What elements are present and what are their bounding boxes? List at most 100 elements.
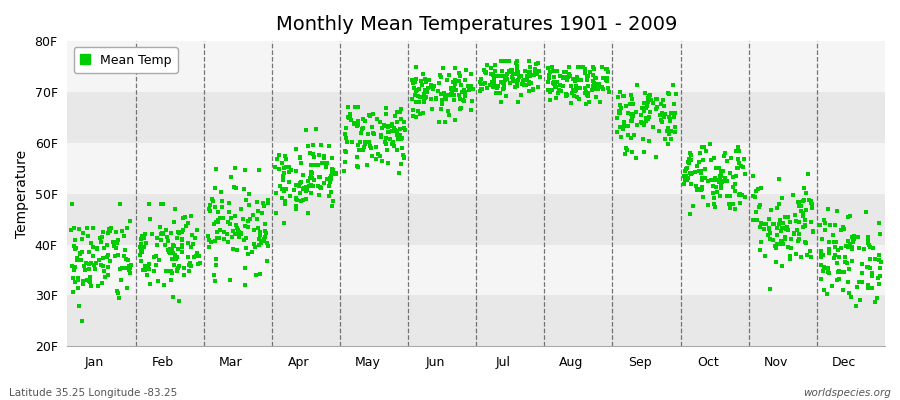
Point — [828, 252, 842, 258]
Point — [683, 211, 698, 217]
Point — [579, 88, 593, 95]
Point — [830, 208, 844, 214]
Point — [433, 71, 447, 78]
Point — [827, 238, 842, 245]
Point — [363, 113, 377, 119]
Point — [778, 236, 792, 242]
Point — [661, 90, 675, 96]
Point — [109, 245, 123, 252]
Point — [541, 86, 555, 93]
Point — [362, 112, 376, 118]
Point — [82, 249, 96, 255]
Point — [114, 228, 129, 234]
Point — [509, 66, 524, 73]
Point — [799, 240, 814, 246]
Point — [505, 74, 519, 80]
Point — [749, 209, 763, 216]
Point — [751, 186, 765, 192]
Point — [454, 82, 468, 88]
Point — [392, 170, 407, 176]
Point — [112, 201, 127, 207]
Point — [83, 274, 97, 280]
Point — [753, 224, 768, 230]
Point — [279, 164, 293, 170]
Point — [394, 135, 409, 142]
Point — [234, 206, 248, 212]
Point — [625, 116, 639, 122]
Point — [602, 88, 616, 95]
Point — [217, 228, 231, 235]
Point — [836, 269, 850, 276]
Point — [151, 256, 166, 263]
Point — [252, 235, 266, 242]
Point — [588, 83, 602, 90]
Point — [149, 242, 164, 248]
Point — [182, 262, 196, 268]
Point — [757, 226, 771, 232]
Point — [796, 213, 811, 219]
Point — [822, 270, 836, 276]
Point — [562, 71, 576, 77]
Point — [822, 238, 836, 245]
Point — [453, 106, 467, 112]
Point — [783, 245, 797, 252]
Point — [350, 163, 365, 170]
Point — [710, 188, 724, 195]
Point — [488, 62, 502, 68]
Point — [338, 130, 352, 137]
Point — [691, 186, 706, 192]
Point — [861, 264, 876, 270]
Point — [366, 130, 381, 136]
Point — [289, 195, 303, 201]
Point — [842, 244, 856, 250]
Point — [629, 108, 643, 115]
Point — [343, 115, 357, 121]
Point — [828, 244, 842, 250]
Point — [74, 256, 88, 263]
Point — [724, 155, 739, 161]
Point — [155, 230, 169, 236]
Point — [634, 119, 648, 125]
Point — [680, 172, 694, 179]
Point — [708, 165, 723, 172]
Point — [683, 150, 698, 156]
Point — [111, 290, 125, 296]
Point — [179, 222, 194, 229]
Point — [277, 198, 292, 204]
Point — [700, 202, 715, 209]
Point — [714, 168, 728, 174]
Point — [256, 200, 270, 206]
Point — [277, 188, 292, 194]
Point — [614, 134, 628, 140]
Point — [124, 261, 139, 268]
Point — [600, 75, 615, 82]
Point — [568, 78, 582, 84]
Point — [369, 156, 383, 162]
Point — [416, 70, 430, 77]
Point — [346, 121, 361, 127]
Point — [163, 246, 177, 253]
Point — [175, 244, 189, 250]
Point — [802, 197, 816, 203]
Point — [388, 113, 402, 119]
Point — [193, 260, 207, 267]
Point — [792, 230, 806, 237]
Point — [134, 248, 148, 255]
Point — [523, 64, 537, 70]
Point — [171, 264, 185, 271]
Point — [749, 188, 763, 194]
Point — [324, 155, 338, 161]
Point — [459, 67, 473, 73]
Point — [698, 175, 712, 181]
Point — [580, 74, 594, 80]
Point — [556, 82, 571, 89]
Point — [313, 142, 328, 148]
Point — [293, 160, 308, 167]
Point — [592, 81, 607, 87]
Point — [599, 77, 614, 84]
Point — [223, 220, 238, 227]
Point — [734, 163, 748, 169]
Point — [435, 97, 449, 103]
Point — [172, 262, 186, 269]
Point — [852, 245, 867, 251]
